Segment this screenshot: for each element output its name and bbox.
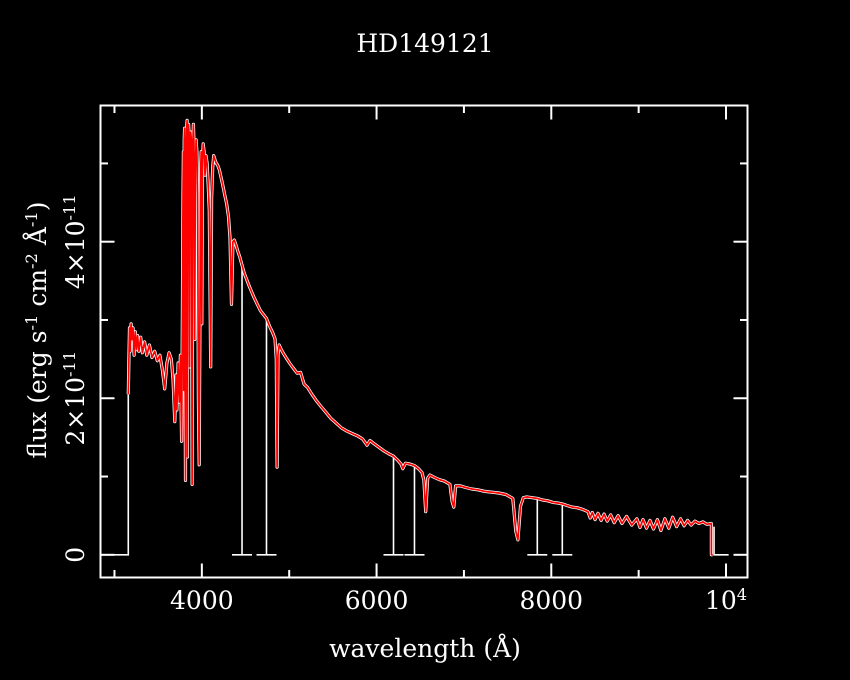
tail-zero-segment — [713, 526, 729, 556]
observed-spectrum-line — [127, 119, 713, 556]
observed-spectrum-red — [127, 119, 713, 556]
axes-frame — [99, 104, 749, 579]
y-tick-label: 0 — [61, 547, 90, 563]
axis-ticks — [101, 106, 747, 577]
white-dropline-layer — [101, 265, 729, 556]
x-tick-label: 6000 — [345, 586, 409, 615]
x-tick-label: 8000 — [519, 586, 583, 615]
x-tick-label: 4000 — [170, 586, 234, 615]
y-tick-label: 2×10-11 — [60, 351, 90, 446]
y-axis-label: flux (erg s-1 cm-2 Å-1) — [22, 201, 52, 458]
x-tick-labels: 4000 6000 8000 104 — [170, 585, 747, 615]
y-tick-label: 4×10-11 — [60, 194, 90, 289]
x-tick-label: 104 — [705, 585, 747, 615]
plot-title: HD149121 — [356, 29, 493, 58]
x-axis-label: wavelength (Å) — [329, 633, 521, 663]
plot-frame — [99, 104, 749, 579]
y-tick-labels: 0 2×10-11 4×10-11 — [60, 194, 90, 562]
